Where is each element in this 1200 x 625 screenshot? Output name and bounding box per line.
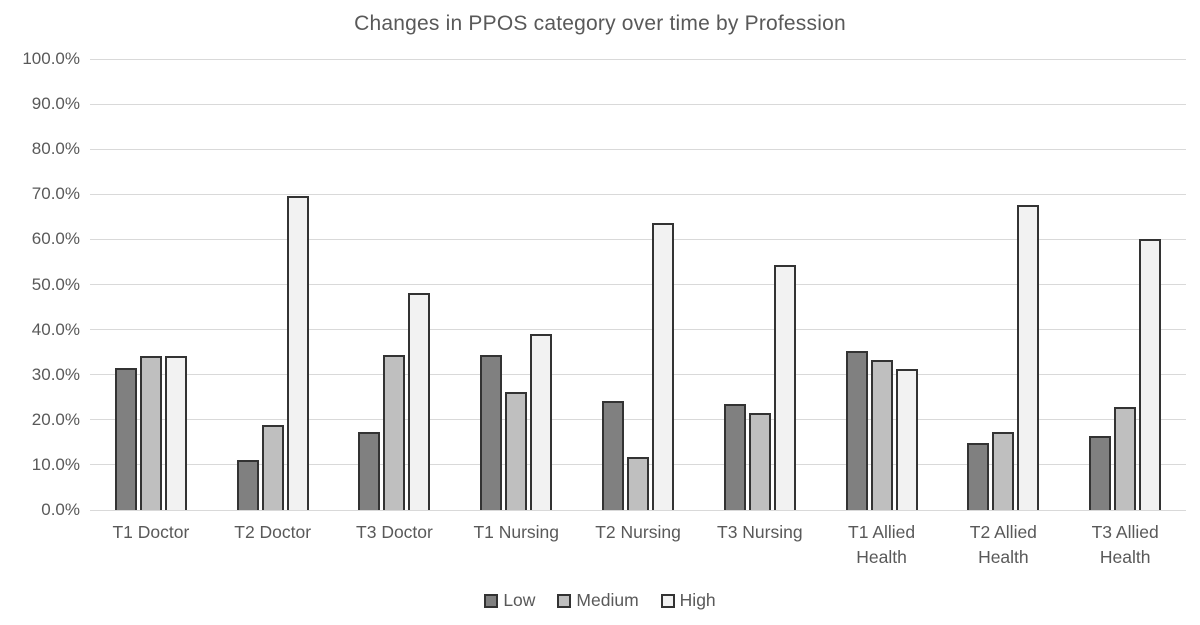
x-axis-label: T1 Allied Health (821, 520, 943, 571)
y-axis: 0.0% 10.0% 20.0% 30.0% 40.0% 50.0% 60.0% 70.0% 8… (0, 49, 80, 519)
bar-low (602, 401, 625, 510)
gridline (90, 284, 1186, 285)
legend: Low Medium High (0, 590, 1200, 611)
bar-medium (139, 355, 162, 510)
bar-medium (383, 355, 406, 510)
bar-medium (870, 360, 893, 510)
x-axis-label: T2 Doctor (212, 520, 334, 571)
bar-group (942, 59, 1064, 510)
x-axis-label-text: T3 Nursing (717, 522, 803, 542)
legend-swatch-low (484, 593, 499, 608)
bar-group (821, 59, 943, 510)
x-axis-label: T3 Allied Health (1064, 520, 1186, 571)
x-axis-label-text: T1 Allied Health (848, 522, 916, 568)
x-axis-label-text: T1 Nursing (473, 522, 560, 542)
legend-label-low: Low (503, 590, 536, 610)
bar-high (652, 222, 675, 510)
x-axis-label-text: T3 Doctor (356, 522, 433, 542)
gridline (90, 509, 1186, 511)
bar-medium (1114, 406, 1137, 510)
y-tick-label: 40.0% (31, 319, 80, 339)
x-axis-label: T2 Nursing (577, 520, 699, 571)
bar-high (286, 196, 309, 510)
y-tick-label: 50.0% (31, 274, 80, 294)
x-axis-label: T1 Doctor (90, 520, 212, 571)
gridline (90, 419, 1186, 421)
bar-medium (261, 425, 284, 510)
bar-medium (627, 457, 650, 510)
bar-group (334, 59, 456, 510)
bar-group (1064, 59, 1186, 510)
y-tick-label: 20.0% (31, 409, 80, 429)
x-axis-label-text: T2 Nursing (595, 522, 681, 542)
bar-high (408, 292, 431, 510)
legend-item-low: Low (484, 590, 535, 611)
bar-high (773, 264, 796, 510)
bar-low (114, 368, 137, 510)
bar-low (1089, 436, 1112, 510)
y-tick-label: 90.0% (31, 94, 80, 114)
bar-group (577, 59, 699, 510)
bar-group (455, 59, 577, 510)
x-axis: T1 Doctor T2 Doctor T3 Doctor T1 Nursing T2 … (90, 520, 1186, 571)
x-axis-label-text: T2 Doctor (234, 522, 312, 542)
gridline (90, 148, 1186, 150)
x-axis-label: T3 Doctor (334, 520, 456, 571)
bar-high (1139, 238, 1162, 510)
gridline (90, 58, 1186, 60)
y-tick-label: 30.0% (31, 364, 80, 384)
bar-high (1017, 204, 1040, 510)
bar-low (236, 459, 259, 510)
y-tick-label: 0.0% (41, 500, 80, 519)
bar-medium (992, 432, 1015, 510)
x-axis-label-text: T3 Allied Health (1091, 522, 1159, 568)
y-tick-label: 80.0% (31, 139, 80, 159)
bar-group (212, 59, 334, 510)
y-tick-label: 100.0% (22, 49, 80, 68)
bar-low (845, 351, 868, 510)
x-axis-label-text: T1 Doctor (112, 522, 190, 542)
y-tick-label: 10.0% (31, 454, 80, 474)
x-axis-label-text: T2 Allied Health (969, 522, 1037, 568)
bar-medium (748, 413, 771, 510)
legend-item-medium: Medium (557, 590, 639, 611)
y-tick-label: 60.0% (31, 229, 80, 249)
gridline (90, 103, 1186, 105)
bar-groups (90, 59, 1186, 510)
bar-low (480, 355, 503, 510)
bar-low (723, 403, 746, 510)
legend-swatch-high (660, 593, 675, 608)
bar-group (699, 59, 821, 510)
bar-low (967, 442, 990, 510)
bar-high (895, 368, 918, 510)
gridline (90, 193, 1186, 195)
plot-area (90, 58, 1186, 511)
bar-high (164, 356, 187, 510)
bar-low (358, 431, 381, 510)
legend-label-high: High (679, 590, 716, 610)
bar-medium (505, 391, 528, 510)
gridline (90, 238, 1186, 240)
chart-title: Changes in PPOS category over time by Pr… (354, 12, 846, 35)
bar-high (530, 333, 553, 510)
legend-label-medium: Medium (576, 590, 639, 610)
x-axis-label: T1 Nursing (455, 520, 577, 571)
x-axis-label: T2 Allied Health (942, 520, 1064, 571)
legend-item-high: High (660, 590, 716, 611)
legend-swatch-medium (557, 593, 572, 608)
gridline (90, 329, 1186, 331)
x-axis-label: T3 Nursing (699, 520, 821, 571)
gridline (90, 374, 1186, 376)
y-tick-label: 70.0% (31, 184, 80, 204)
bar-group (90, 59, 212, 510)
